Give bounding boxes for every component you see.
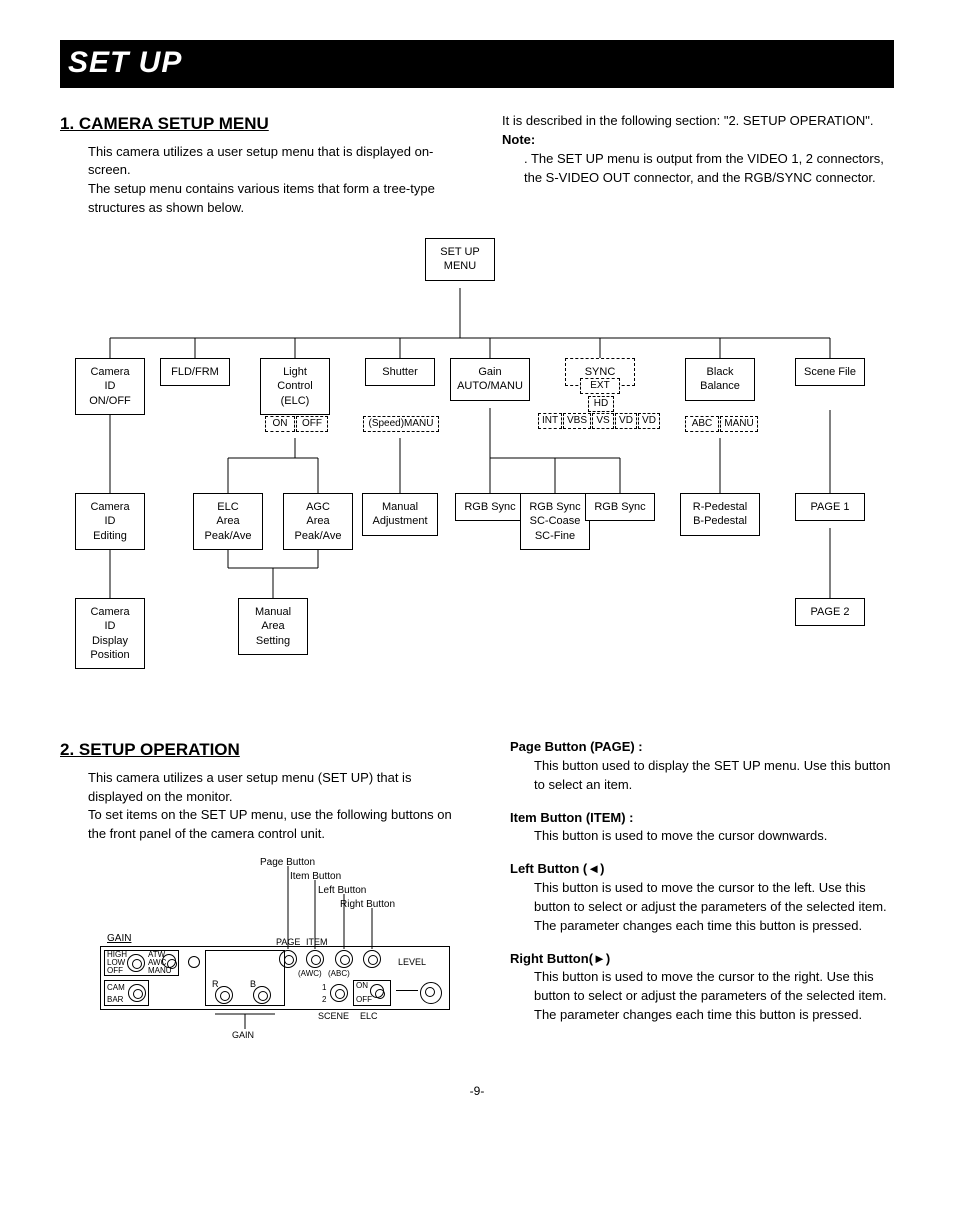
tree-r2-6: RGB Sync	[585, 493, 655, 521]
pl-bar: BAR	[107, 994, 123, 1006]
dial-b	[253, 986, 271, 1004]
section2-columns: 2. SETUP OPERATION This camera utilizes …	[60, 738, 894, 1054]
bb-abc: ABC	[685, 416, 719, 432]
tree-r3-0: CameraIDDisplayPosition	[75, 598, 145, 669]
note-body: . The SET UP menu is output from the VID…	[524, 150, 894, 188]
dial-r	[215, 986, 233, 1004]
dial-item	[306, 950, 324, 968]
section2-left: 2. SETUP OPERATION This camera utilizes …	[60, 738, 460, 1054]
pl-page-l: PAGE	[276, 936, 300, 949]
pl-right: Right Button	[340, 898, 395, 913]
dial-left	[335, 950, 353, 968]
front-panel-diagram: Page Button Item Button Left Button Righ…	[100, 854, 460, 1054]
panel-dot	[188, 956, 200, 968]
pl-page: Page Button	[260, 856, 315, 871]
sync-vbs: VBS	[563, 413, 591, 429]
pl-gain-b: GAIN	[232, 1029, 254, 1042]
tree-r2-2: AGCAreaPeak/Ave	[283, 493, 353, 550]
shutter-sub: (Speed)MANU	[363, 416, 439, 432]
pl-manu: MANU	[148, 967, 172, 975]
bb-manu: MANU	[720, 416, 758, 432]
sync-hd: HD	[588, 396, 614, 412]
dial-wb	[162, 954, 176, 968]
left-btn-title: Left Button (◄)	[510, 860, 894, 879]
page-banner: SET UP	[60, 40, 894, 88]
tree-r2-7: R-PedestalB-Pedestal	[680, 493, 760, 536]
dial-cambar	[128, 984, 146, 1002]
sync-ext: EXT	[580, 378, 620, 394]
dial-elc	[370, 984, 384, 998]
tree-r1-3: Shutter	[365, 358, 435, 386]
item-btn-body: This button is used to move the cursor d…	[534, 827, 894, 846]
pl-one: 1	[322, 982, 326, 994]
tree-r3-1: ManualAreaSetting	[238, 598, 308, 655]
s2-para2: To set items on the SET UP menu, use the…	[88, 806, 460, 844]
pl-on: ON	[356, 980, 368, 992]
pl-awc2: (AWC)	[298, 968, 322, 980]
section1-columns: 1. CAMERA SETUP MENU This camera utilize…	[60, 112, 894, 218]
page-btn-body: This button used to display the SET UP m…	[534, 757, 894, 795]
pl-elc: ELC	[360, 1010, 378, 1023]
right-btn-body: This button is used to move the cursor t…	[534, 968, 894, 1025]
pl-two: 2	[322, 994, 326, 1006]
page-number: -9-	[60, 1084, 894, 1098]
tree-r1-0: CameraIDON/OFF	[75, 358, 145, 415]
s1-right1: It is described in the following section…	[502, 112, 894, 131]
tree-r2-0: CameraIDEditing	[75, 493, 145, 550]
tree-r1-1: FLD/FRM	[160, 358, 230, 386]
tree-r2-5: RGB SyncSC-CoaseSC-Fine	[520, 493, 590, 550]
pl-gain-u: GAIN	[107, 932, 131, 947]
sync-int: INT	[538, 413, 562, 429]
dial-page	[279, 950, 297, 968]
section2-right: Page Button (PAGE) : This button used to…	[510, 738, 894, 1054]
sync-vd2: VD	[638, 413, 660, 429]
pl-off2: OFF	[356, 994, 372, 1006]
menu-tree-diagram: SET UPMENU CameraIDON/OFF FLD/FRM LightC…	[60, 238, 894, 708]
section2-title: 2. SETUP OPERATION	[60, 738, 460, 763]
right-btn-title: Right Button(►)	[510, 950, 894, 969]
left-btn-body: This button is used to move the cursor t…	[534, 879, 894, 936]
s1-para1: This camera utilizes a user setup menu t…	[88, 143, 452, 181]
item-btn-title: Item Button (ITEM) :	[510, 809, 894, 828]
dial-right	[363, 950, 381, 968]
pl-item-l: ITEM	[306, 936, 328, 949]
tree-r3-2: PAGE 2	[795, 598, 865, 626]
tree-root: SET UPMENU	[425, 238, 495, 281]
s1-para2: The setup menu contains various items th…	[88, 180, 452, 218]
elc-on: ON	[265, 416, 295, 432]
pl-off: OFF	[107, 967, 123, 975]
sync-vd: VD	[615, 413, 637, 429]
tree-r1-6: BlackBalance	[685, 358, 755, 401]
tree-r2-4: RGB Sync	[455, 493, 525, 521]
pl-left: Left Button	[318, 884, 366, 899]
s2-para1: This camera utilizes a user setup menu (…	[88, 769, 460, 807]
dial-gain	[127, 954, 145, 972]
sync-vs: VS	[592, 413, 614, 429]
section1-left: 1. CAMERA SETUP MENU This camera utilize…	[60, 112, 452, 218]
tree-r1-7: Scene File	[795, 358, 865, 386]
section1-right: It is described in the following section…	[502, 112, 894, 218]
note-label: Note:	[502, 131, 894, 150]
pl-scene: SCENE	[318, 1010, 349, 1023]
section1-title: 1. CAMERA SETUP MENU	[60, 112, 452, 137]
tree-r2-1: ELCAreaPeak/Ave	[193, 493, 263, 550]
pl-item: Item Button	[290, 870, 341, 885]
level-line	[396, 990, 418, 991]
elc-off: OFF	[296, 416, 328, 432]
pl-level: LEVEL	[398, 956, 426, 969]
pl-abc: (ABC)	[328, 968, 350, 980]
pl-cam: CAM	[107, 982, 125, 994]
dial-scene	[330, 984, 348, 1002]
tree-r1-2: LightControl(ELC)	[260, 358, 330, 415]
tree-r1-4: GainAUTO/MANU	[450, 358, 530, 401]
tree-r2-8: PAGE 1	[795, 493, 865, 521]
tree-r2-3: ManualAdjustment	[362, 493, 438, 536]
page-btn-title: Page Button (PAGE) :	[510, 738, 894, 757]
dial-level	[420, 982, 442, 1004]
